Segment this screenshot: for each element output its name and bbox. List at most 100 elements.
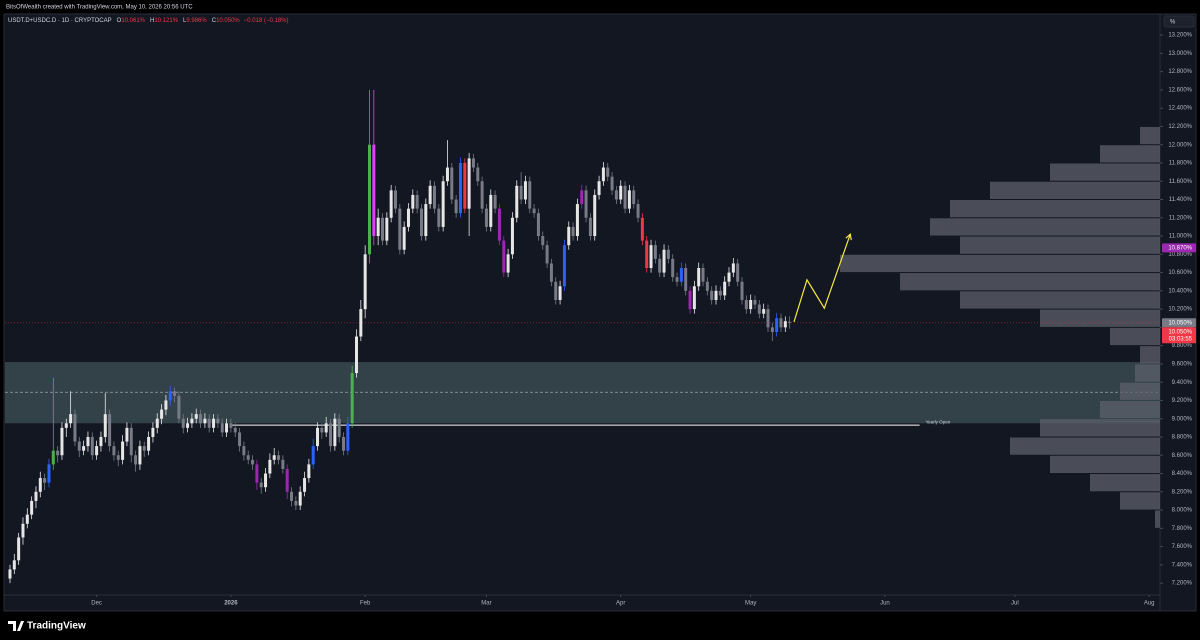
candle-body xyxy=(610,176,614,191)
candle-body xyxy=(770,327,774,332)
volume-profile-bar xyxy=(1120,382,1160,400)
candle xyxy=(653,240,657,264)
scale-button[interactable] xyxy=(1163,15,1195,28)
x-tick-label: Jun xyxy=(880,601,890,607)
candle xyxy=(242,441,246,461)
candle-body xyxy=(281,459,285,469)
candle-body xyxy=(437,208,441,227)
candle xyxy=(575,198,579,241)
candle xyxy=(337,414,341,443)
candle-body xyxy=(549,263,553,282)
candle xyxy=(333,413,337,451)
candle xyxy=(138,440,142,470)
candle-body xyxy=(471,158,475,168)
logo-icon xyxy=(8,621,24,631)
candle-body xyxy=(367,144,371,255)
candle-body xyxy=(233,427,237,433)
volume-profile-bar xyxy=(1100,400,1160,419)
candle xyxy=(649,239,653,273)
candle-body xyxy=(489,194,493,227)
candle xyxy=(380,213,384,246)
candle xyxy=(8,564,12,584)
candle-body xyxy=(662,249,666,273)
price-label-box xyxy=(1162,327,1196,344)
candle xyxy=(268,453,272,479)
candle-body xyxy=(619,185,623,200)
candle xyxy=(658,254,662,278)
candle xyxy=(614,185,618,205)
attribution: BitsOfWealth created with TradingView.co… xyxy=(6,5,193,11)
candle-body xyxy=(523,181,527,200)
y-tick-label: 8.200% xyxy=(1172,489,1193,495)
candle-body xyxy=(692,286,696,310)
candle xyxy=(160,404,164,425)
candle xyxy=(38,471,42,498)
candle-body xyxy=(242,446,246,456)
candle-body xyxy=(731,263,735,273)
y-tick-label: 10.800% xyxy=(1168,252,1192,258)
candle xyxy=(432,181,436,214)
candle xyxy=(134,450,138,472)
candle-body xyxy=(415,194,419,209)
candle-body xyxy=(601,167,605,182)
candle-body xyxy=(671,258,675,278)
candle-body xyxy=(554,281,558,300)
price-label: 10.050% xyxy=(1168,321,1192,327)
y-tick-label: 7.800% xyxy=(1172,526,1193,532)
candle xyxy=(406,203,410,232)
candle xyxy=(510,212,514,259)
candle-body xyxy=(380,217,384,241)
candle-body xyxy=(142,446,146,451)
candle xyxy=(428,180,432,209)
candle xyxy=(56,446,60,463)
candle-body xyxy=(238,432,242,447)
candle-body xyxy=(311,446,315,465)
candle xyxy=(238,427,242,452)
candle xyxy=(675,272,679,287)
candle-body xyxy=(705,281,709,291)
candle xyxy=(99,431,103,452)
candle-body xyxy=(658,258,662,273)
candle xyxy=(151,422,155,443)
candle xyxy=(471,153,475,173)
candle xyxy=(445,140,449,186)
volume-profile-bar xyxy=(1040,309,1160,327)
y-tick-label: 8.600% xyxy=(1172,453,1193,459)
candle xyxy=(294,496,298,511)
candle xyxy=(662,244,666,278)
y-tick-label: 11.800% xyxy=(1169,161,1193,167)
candle-body xyxy=(783,321,787,328)
candle xyxy=(272,447,276,465)
candle xyxy=(567,221,571,250)
candle-body xyxy=(225,423,229,433)
candle-body xyxy=(493,194,497,209)
candle-body xyxy=(623,185,627,209)
candle-body xyxy=(727,272,731,282)
candle-body xyxy=(160,409,164,419)
scale-button-label[interactable]: % xyxy=(1170,20,1176,26)
candle-body xyxy=(21,523,25,538)
candle-body xyxy=(298,491,302,506)
candle-body xyxy=(350,373,354,424)
candle xyxy=(376,208,380,246)
candle xyxy=(497,204,501,246)
candle-body xyxy=(718,290,722,296)
candle-body xyxy=(303,478,307,492)
candle xyxy=(95,440,99,460)
y-tick-label: 7.200% xyxy=(1172,581,1193,587)
candle-body xyxy=(147,436,151,451)
y-tick-label: 11.000% xyxy=(1169,234,1193,240)
candle-body xyxy=(168,391,172,401)
candle-body xyxy=(251,459,255,465)
volume-profile-bar xyxy=(960,236,1160,254)
candle xyxy=(757,299,761,319)
candle-body xyxy=(277,455,281,460)
candle xyxy=(437,204,441,232)
candle xyxy=(688,286,692,314)
candle-body xyxy=(389,190,393,218)
candle-body xyxy=(25,514,29,524)
price-label-box xyxy=(1162,318,1196,328)
candle xyxy=(619,180,623,205)
candle-body xyxy=(740,281,744,300)
